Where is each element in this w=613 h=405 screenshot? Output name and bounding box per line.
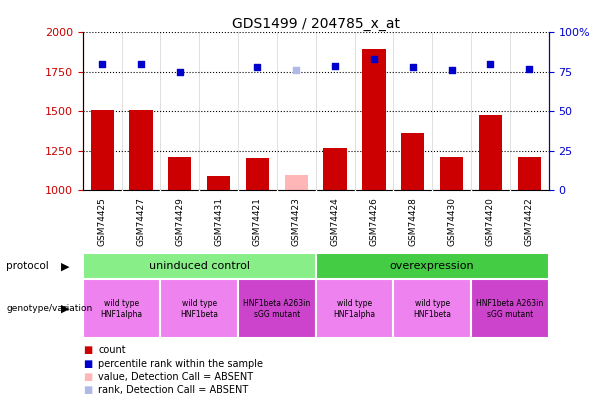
Text: GSM74427: GSM74427 [137, 197, 145, 246]
Text: ▶: ▶ [61, 304, 70, 314]
Bar [394, 279, 471, 338]
Text: ■: ■ [83, 345, 92, 355]
Text: wild type
HNF1beta: wild type HNF1beta [180, 299, 218, 318]
Text: GSM74423: GSM74423 [292, 197, 301, 246]
Bar [479, 115, 502, 190]
Bar [83, 279, 161, 338]
Text: GSM74422: GSM74422 [525, 197, 534, 246]
Text: percentile rank within the sample: percentile rank within the sample [98, 359, 263, 369]
Point [97, 61, 107, 67]
Bar [284, 175, 308, 190]
Text: GSM74430: GSM74430 [447, 197, 456, 246]
Bar [238, 279, 316, 338]
Bar [316, 279, 394, 338]
Text: wild type
HNF1alpha: wild type HNF1alpha [101, 299, 143, 318]
Bar [129, 110, 153, 190]
Bar [168, 157, 191, 190]
Bar [362, 49, 386, 190]
Text: GSM74421: GSM74421 [253, 197, 262, 246]
Text: count: count [98, 345, 126, 355]
Bar [517, 157, 541, 190]
Bar [324, 149, 347, 190]
Text: HNF1beta A263in
sGG mutant: HNF1beta A263in sGG mutant [243, 299, 311, 318]
Bar [401, 134, 424, 190]
Point [330, 62, 340, 69]
Point [253, 64, 262, 70]
Point [408, 64, 417, 70]
Bar [440, 157, 463, 190]
Text: rank, Detection Call = ABSENT: rank, Detection Call = ABSENT [98, 386, 248, 395]
Point [136, 61, 146, 67]
Point [447, 67, 457, 74]
Text: value, Detection Call = ABSENT: value, Detection Call = ABSENT [98, 372, 253, 382]
Text: overexpression: overexpression [390, 261, 474, 271]
Text: wild type
HNF1alpha: wild type HNF1alpha [333, 299, 376, 318]
Bar [91, 110, 114, 190]
Text: protocol: protocol [6, 261, 49, 271]
Point [175, 68, 185, 75]
Text: wild type
HNF1beta: wild type HNF1beta [413, 299, 451, 318]
Text: GSM74431: GSM74431 [214, 197, 223, 246]
Text: GSM74429: GSM74429 [175, 197, 185, 246]
Text: HNF1beta A263in
sGG mutant: HNF1beta A263in sGG mutant [476, 299, 544, 318]
Point [291, 67, 301, 74]
Text: ■: ■ [83, 386, 92, 395]
Text: ■: ■ [83, 372, 92, 382]
Bar [161, 279, 238, 338]
Bar [316, 253, 549, 279]
Text: GSM74425: GSM74425 [97, 197, 107, 246]
Text: ■: ■ [83, 359, 92, 369]
Text: GSM74424: GSM74424 [330, 197, 340, 246]
Point [485, 61, 495, 67]
Bar [471, 279, 549, 338]
Title: GDS1499 / 204785_x_at: GDS1499 / 204785_x_at [232, 17, 400, 31]
Bar [83, 253, 316, 279]
Point [369, 56, 379, 62]
Text: GSM74426: GSM74426 [370, 197, 378, 246]
Text: GSM74428: GSM74428 [408, 197, 417, 246]
Bar [246, 158, 269, 190]
Bar [207, 176, 230, 190]
Text: uninduced control: uninduced control [149, 261, 249, 271]
Text: GSM74420: GSM74420 [486, 197, 495, 246]
Point [524, 66, 534, 72]
Text: genotype/variation: genotype/variation [6, 304, 93, 313]
Text: ▶: ▶ [61, 261, 70, 271]
